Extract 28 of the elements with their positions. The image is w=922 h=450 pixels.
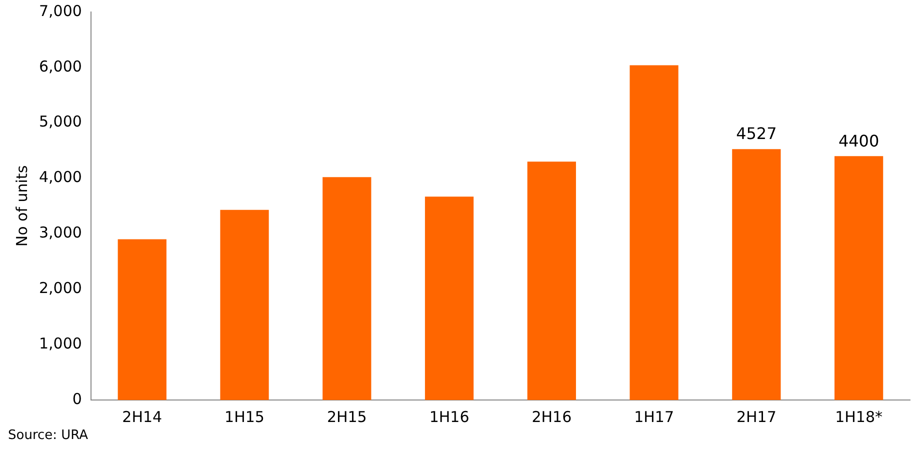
y-tick-label: 5,000 xyxy=(38,112,82,131)
bar xyxy=(424,196,474,400)
x-tick-label: 2H16 xyxy=(532,408,572,426)
x-tick-label: 1H15 xyxy=(224,408,264,426)
x-tick-label: 2H15 xyxy=(326,408,367,426)
bar xyxy=(732,149,781,400)
y-axis-title: No of units xyxy=(12,165,31,247)
y-tick-label: 6,000 xyxy=(38,57,82,76)
x-tick-label: 1H18* xyxy=(835,408,884,426)
y-tick-label: 3,000 xyxy=(38,224,82,242)
bar xyxy=(220,210,269,400)
y-tick-label: 2,000 xyxy=(38,279,82,298)
bar xyxy=(118,239,166,400)
data-label: 4527 xyxy=(736,124,777,144)
y-tick-label: 7,000 xyxy=(38,2,82,20)
bar xyxy=(322,177,372,400)
y-tick-label: 4,000 xyxy=(38,168,82,186)
x-tick-label: 1H16 xyxy=(429,408,470,426)
bar xyxy=(527,162,576,400)
y-tick-label: 1,000 xyxy=(38,334,82,352)
bar xyxy=(834,156,884,400)
x-tick-label: 1H17 xyxy=(634,408,674,426)
x-tick-label: 2H17 xyxy=(736,408,776,426)
source-note: Source: URA xyxy=(8,428,88,443)
data-label: 4400 xyxy=(838,131,880,150)
y-tick-label: 0 xyxy=(72,390,82,408)
bar xyxy=(630,65,678,400)
x-tick-label: 2H14 xyxy=(122,408,162,426)
